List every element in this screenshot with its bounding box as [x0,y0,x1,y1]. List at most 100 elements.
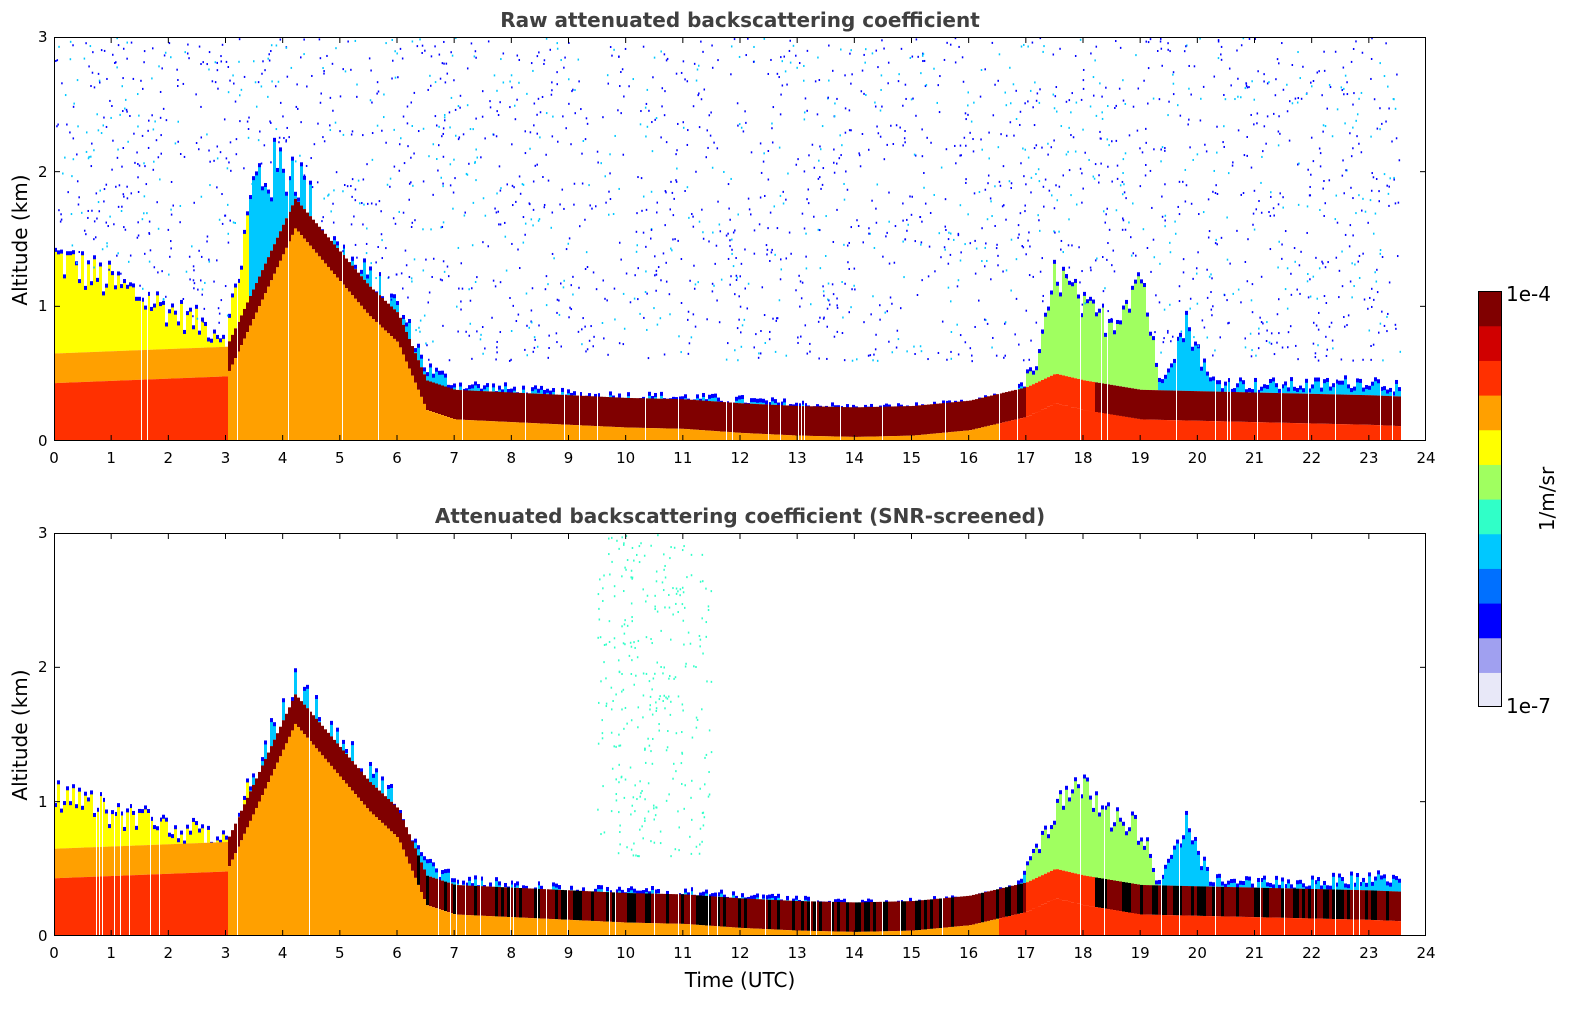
noise-speckle [201,293,203,296]
noise-speckle [198,249,200,252]
aerosol-layer-cell [399,813,402,843]
data-gap [342,37,343,441]
aerosol-layer-cell [1395,396,1398,426]
noise-speckle [789,61,792,64]
aerosol-layer-cell [1398,396,1401,427]
aerosol-layer-cell [108,846,111,877]
noise-speckle [1273,214,1275,217]
noise-speckle [711,44,713,47]
layer-top-edge [1287,387,1290,392]
surface-layer-cell [543,918,546,936]
mixed-layer-cell [147,811,150,846]
surface-layer-cell [1227,421,1230,441]
noise-speckle [586,265,589,268]
noise-speckle [457,246,460,249]
layer-top-edge [450,878,453,883]
noise-speckle [157,227,160,230]
surface-layer-cell [873,436,876,441]
mixed-layer-cell [420,356,423,368]
surface-layer-cell [531,423,534,441]
data-gap [525,37,526,441]
surface-layer-cell [162,378,165,441]
noise-speckle [904,238,907,241]
noise-speckle [656,201,659,204]
surface-layer-cell [444,911,447,936]
surface-layer-cell [1200,420,1203,441]
noise-speckle [206,63,208,66]
aerosol-layer-cell [1281,393,1284,423]
noise-speckle [1014,333,1016,336]
noise-speckle [1272,207,1275,210]
layer-top-edge [756,398,759,403]
aerosol-layer-cell [57,848,60,879]
noise-speckle [904,141,906,144]
noise-speckle [1278,332,1280,335]
noise-speckle [590,325,592,328]
surface-layer-cell [477,420,480,441]
noise-speckle [692,215,694,218]
mixed-layer-cell [408,321,411,339]
noise-speckle [875,221,878,224]
aerosol-layer-cell [1239,392,1242,422]
surface-layer-cell [60,878,63,936]
noise-speckle [459,94,462,97]
layer-top-edge [285,191,288,196]
noise-speckle [767,227,769,230]
noise-speckle [637,176,639,179]
noise-speckle [1319,165,1322,168]
noise-speckle [1213,75,1216,78]
noise-speckle [1369,296,1371,299]
surface-layer-cell [516,422,519,441]
noise-speckle [474,281,477,284]
aerosol-layer-cell [672,398,675,429]
noise-speckle [1150,270,1152,273]
noise-speckle [475,117,477,120]
noise-speckle [950,232,952,235]
surface-layer-cell [498,916,501,936]
surface-layer-cell [987,425,990,441]
noise-speckle [1282,88,1285,91]
noise-speckle [469,128,472,131]
noise-speckle [655,269,658,272]
layer-top-edge [468,876,471,881]
layer-top-edge [447,384,450,389]
mixed-layer-cell [1335,381,1338,395]
noise-speckle [1095,45,1098,48]
noise-speckle [1344,74,1347,77]
aerosol-layer-cell [303,704,306,735]
noise-speckle [141,134,144,137]
noise-speckle [466,104,469,107]
noise-speckle [876,183,879,186]
noise-speckle [559,203,561,206]
noise-speckle [921,128,923,131]
surface-layer-cell [624,427,627,441]
layer-top-edge [111,271,114,276]
mixed-layer-cell [84,287,87,353]
surface-layer-cell [837,436,840,441]
noise-speckle [99,81,101,84]
mixed-layer-cell [72,786,75,848]
layer-top-edge [1320,387,1323,392]
mixed-layer-cell [99,794,102,847]
surface-layer-cell [363,804,366,936]
noise-speckle [1005,134,1008,137]
noise-speckle [713,141,715,144]
noise-speckle [809,342,811,345]
layer-top-edge [303,686,306,691]
data-gap [288,37,289,441]
layer-top-edge [1164,374,1167,379]
mixed-layer-cell [174,827,177,844]
noise-speckle [1094,59,1096,62]
noise-speckle [767,178,770,181]
noise-speckle [1081,172,1083,175]
surface-layer-cell [453,419,456,441]
noise-speckle [283,137,285,140]
noise-speckle [843,243,845,246]
noise-speckle [91,142,93,145]
noise-speckle [974,325,976,328]
surface-layer-cell [501,421,504,441]
noise-speckle [1360,151,1363,154]
data-gap [579,37,580,441]
layer-top-edge [696,394,699,399]
noise-speckle [221,193,223,196]
